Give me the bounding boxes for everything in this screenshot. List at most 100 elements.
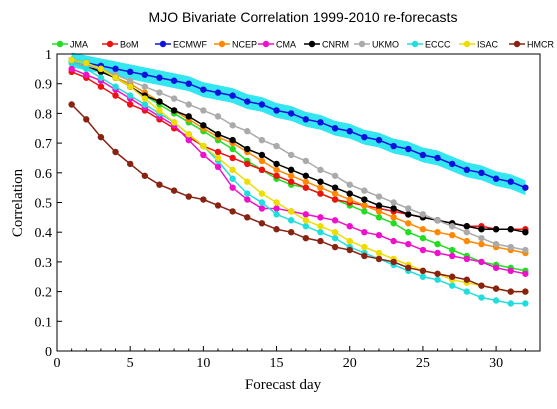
point-ecmwf [405, 145, 412, 153]
series-band-ecmwf [71, 52, 526, 196]
point-hmcr [68, 101, 75, 108]
point-ecmwf [244, 98, 251, 105]
point-cnrm [361, 196, 368, 203]
point-ukmo [390, 199, 397, 206]
point-hmcr [507, 288, 514, 295]
point-cnrm [375, 202, 383, 209]
y-tick-label: 0.9 [35, 78, 53, 93]
point-ukmo [419, 211, 427, 218]
point-cnrm [463, 223, 471, 230]
legend-marker-ecmwf [159, 40, 167, 48]
point-cma [185, 136, 192, 144]
point-cnrm [200, 122, 207, 129]
point-ukmo [317, 166, 324, 174]
point-ecmwf [156, 74, 163, 81]
point-isac [97, 65, 105, 73]
point-hmcr [522, 288, 529, 295]
point-ncep [375, 208, 383, 215]
point-cma [375, 231, 383, 239]
point-isac [361, 243, 368, 251]
point-ukmo [302, 157, 310, 165]
point-hmcr [331, 243, 339, 251]
point-ecmwf [507, 178, 514, 185]
point-cma [273, 205, 280, 212]
point-ukmo [229, 122, 236, 129]
y-tick-label: 0.6 [35, 167, 53, 182]
point-eccc [478, 294, 485, 301]
point-ncep [302, 178, 310, 185]
point-ukmo [156, 89, 163, 96]
y-tick-label: 0 [45, 345, 52, 360]
point-isac [170, 119, 178, 126]
point-ecmwf [126, 68, 134, 76]
point-ncep [390, 214, 397, 221]
point-ecmwf [170, 77, 178, 84]
legend-label-ecmwf: ECMWF [173, 40, 207, 50]
point-hmcr [141, 172, 149, 179]
point-hmcr [170, 187, 178, 194]
series-line-eccc [71, 62, 526, 305]
point-ecmwf [361, 133, 368, 141]
point-eccc [492, 297, 500, 304]
x-tick-label: 25 [416, 356, 430, 371]
point-ecmwf [273, 107, 280, 114]
point-hmcr [229, 208, 236, 215]
point-ecmwf [302, 116, 310, 123]
point-hmcr [405, 264, 412, 272]
point-bom [229, 154, 236, 162]
point-hmcr [448, 273, 456, 280]
point-eccc [331, 234, 339, 242]
point-cma [448, 252, 456, 260]
point-isac [200, 142, 207, 150]
point-ecmwf [317, 119, 324, 126]
point-ecmwf [229, 92, 236, 99]
point-ncep [478, 240, 485, 248]
legend-marker-ukmo [358, 40, 366, 48]
legend: JMA BoM ECMWF NCEP CMA CNRM UKMO ECCC ISAC HMCR [52, 40, 554, 50]
legend-label-bom: BoM [120, 40, 139, 50]
point-ecmwf [390, 142, 397, 150]
point-isac [302, 217, 310, 224]
y-tick-label: 0.4 [35, 226, 53, 241]
point-jma [390, 220, 397, 227]
y-tick-label: 0.2 [35, 286, 53, 301]
point-cma [492, 264, 500, 272]
point-cma [244, 196, 251, 203]
legend-marker-ncep [218, 40, 226, 48]
legend-marker-cma [262, 40, 270, 48]
point-eccc [244, 190, 251, 197]
point-cnrm [492, 226, 500, 233]
point-cma [258, 205, 266, 212]
point-ecmwf [448, 160, 456, 168]
point-cnrm [405, 211, 412, 218]
point-cma [317, 214, 324, 221]
point-isac [83, 59, 90, 67]
point-jma [448, 246, 456, 254]
point-eccc [287, 217, 295, 224]
x-tick-label: 10 [196, 356, 210, 371]
point-eccc [317, 229, 324, 236]
point-ukmo [478, 234, 485, 242]
point-cma [390, 237, 397, 245]
point-isac [141, 95, 149, 102]
point-isac [68, 56, 75, 64]
point-hmcr [419, 267, 427, 275]
point-cma [463, 255, 471, 263]
point-eccc [112, 83, 119, 90]
series-line-bom [71, 71, 526, 230]
point-ecmwf [112, 65, 119, 73]
point-hmcr [390, 258, 397, 266]
point-ukmo [244, 128, 251, 135]
y-tick-label: 1 [45, 48, 52, 63]
point-ecmwf [375, 136, 383, 144]
point-ncep [287, 172, 295, 179]
point-isac [331, 229, 339, 236]
point-ecmwf [214, 89, 222, 96]
point-isac [185, 130, 192, 138]
y-tick-label: 0.3 [35, 256, 53, 271]
point-cnrm [185, 113, 192, 120]
point-eccc [434, 276, 441, 283]
series-line-hmcr [71, 103, 526, 293]
point-hmcr [302, 234, 310, 242]
legend-label-jma: JMA [70, 40, 88, 50]
